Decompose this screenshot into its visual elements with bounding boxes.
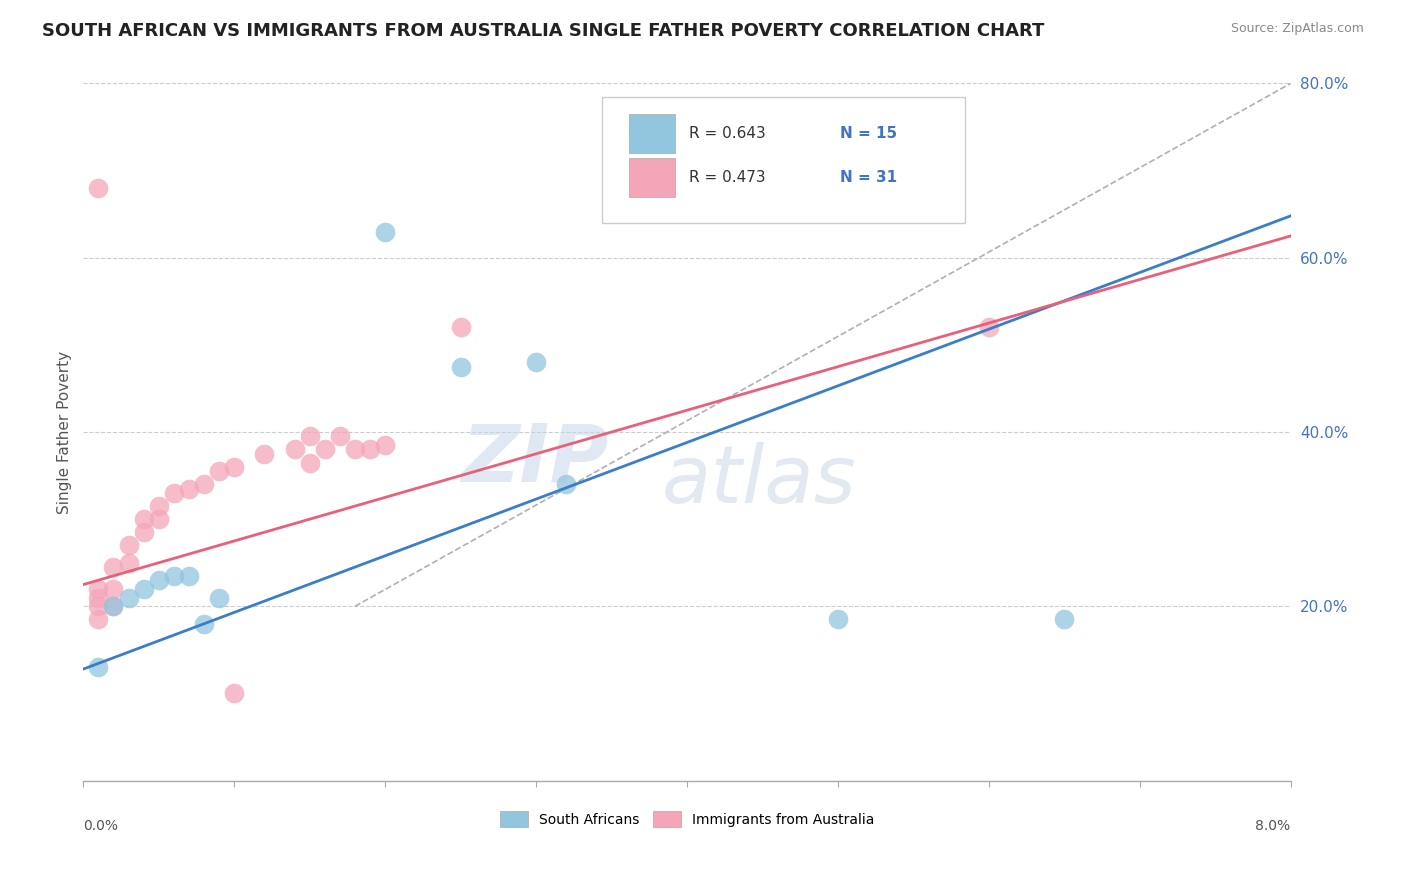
Point [284,442,307,457]
Point [253,447,276,461]
Point [555,477,578,491]
Text: R = 0.643: R = 0.643 [689,126,766,141]
Point [117,556,139,570]
Point [977,320,1000,334]
Point [103,599,125,614]
Point [87,582,110,596]
Point [148,512,170,526]
Point [329,429,352,443]
FancyBboxPatch shape [602,97,965,223]
Point [87,181,110,195]
Point [87,612,110,626]
Text: atlas: atlas [662,442,856,520]
Point [87,591,110,605]
Point [132,525,155,540]
Point [298,456,321,470]
Y-axis label: Single Father Poverty: Single Father Poverty [58,351,72,514]
FancyBboxPatch shape [628,159,675,197]
Point [374,438,396,452]
Text: N = 31: N = 31 [841,170,897,185]
Text: N = 15: N = 15 [841,126,897,141]
FancyBboxPatch shape [628,114,675,153]
Point [163,569,186,583]
Text: ZIP: ZIP [461,421,609,499]
Point [148,573,170,587]
Point [208,591,231,605]
Point [132,512,155,526]
Point [177,569,200,583]
Point [374,225,396,239]
Text: 8.0%: 8.0% [1256,819,1291,833]
Point [132,582,155,596]
Point [1053,612,1076,626]
Point [117,591,139,605]
Point [208,464,231,478]
Point [314,442,336,457]
Point [224,686,246,700]
Point [163,486,186,500]
Point [103,582,125,596]
Point [193,477,215,491]
Point [343,442,366,457]
Point [450,359,472,374]
Point [359,442,381,457]
Point [103,560,125,574]
Text: 0.0%: 0.0% [83,819,118,833]
Text: Source: ZipAtlas.com: Source: ZipAtlas.com [1230,22,1364,36]
Point [193,616,215,631]
Point [298,429,321,443]
Point [224,459,246,474]
Point [117,538,139,552]
Point [148,499,170,513]
Point [827,612,849,626]
Text: R = 0.473: R = 0.473 [689,170,766,185]
Point [103,599,125,614]
Point [177,482,200,496]
Point [524,355,547,369]
Text: SOUTH AFRICAN VS IMMIGRANTS FROM AUSTRALIA SINGLE FATHER POVERTY CORRELATION CHA: SOUTH AFRICAN VS IMMIGRANTS FROM AUSTRAL… [42,22,1045,40]
Legend: South Africans, Immigrants from Australia: South Africans, Immigrants from Australi… [494,805,880,833]
Point [87,660,110,674]
Point [450,320,472,334]
Point [87,599,110,614]
